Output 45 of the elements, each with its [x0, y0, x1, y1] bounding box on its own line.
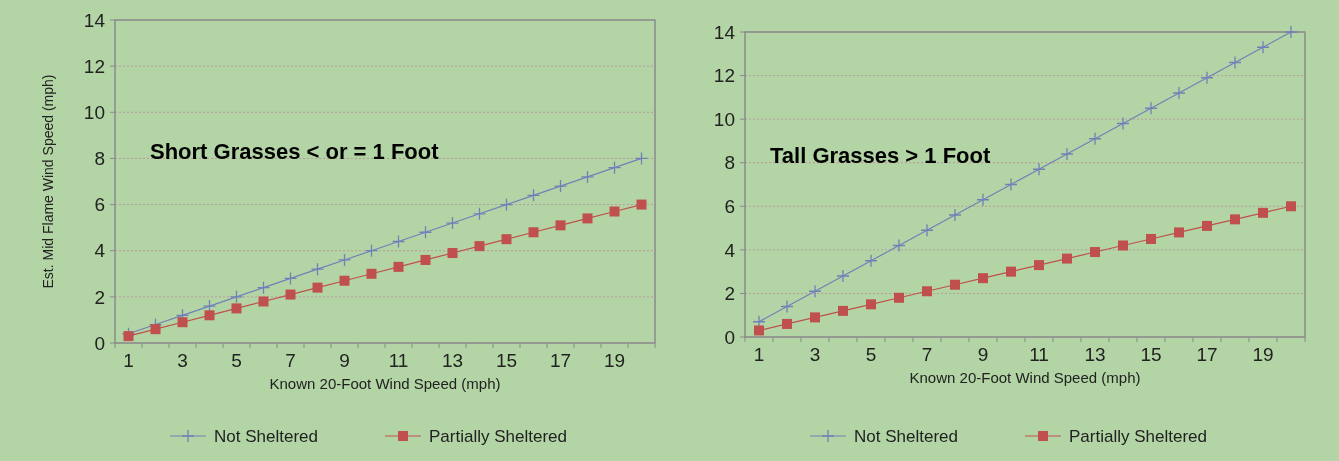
- y-tick-label: 8: [724, 152, 735, 174]
- y-tick-label: 2: [94, 286, 105, 308]
- x-tick-label: 9: [977, 344, 989, 365]
- x-tick-label: 5: [231, 350, 242, 371]
- annotation: Short Grasses < or = 1 Foot: [150, 138, 440, 164]
- x-tick-label: 1: [123, 350, 134, 371]
- legend-label: Partially Sheltered: [429, 426, 567, 446]
- y-tick-label: 2: [724, 283, 735, 305]
- legend-label: Not Sheltered: [854, 426, 958, 446]
- x-tick-label: 15: [1140, 344, 1162, 365]
- x-tick-label: 17: [1196, 344, 1218, 365]
- y-tick-label: 4: [724, 239, 736, 261]
- y-tick-label: 10: [713, 108, 735, 130]
- x-tick-label: 3: [809, 344, 821, 365]
- y-tick-label: 6: [724, 195, 735, 217]
- x-tick-label: 3: [177, 350, 188, 371]
- y-tick-label: 12: [83, 55, 105, 77]
- legend-label: Partially Sheltered: [1069, 426, 1207, 446]
- y-tick-label: 10: [83, 101, 105, 123]
- y-tick-label: 8: [94, 148, 105, 170]
- x-tick-label: 19: [1252, 344, 1274, 365]
- x-tick-label: 17: [549, 350, 572, 371]
- x-tick-label: 15: [495, 350, 518, 371]
- x-tick-label: 19: [603, 350, 626, 371]
- x-tick-label: 11: [1029, 344, 1049, 365]
- annotation: Tall Grasses > 1 Foot: [770, 143, 991, 169]
- x-tick-label: 5: [865, 344, 877, 365]
- y-tick-label: 12: [713, 65, 735, 87]
- x-tick-label: 13: [1084, 344, 1106, 365]
- legend-label: Not Sheltered: [214, 426, 318, 446]
- x-tick-label: 1: [753, 344, 765, 365]
- x-tick-label: 13: [441, 350, 464, 371]
- y-axis-title: Est. Mid Flame Wind Speed (mph): [40, 74, 56, 289]
- x-tick-label: 7: [921, 344, 933, 365]
- y-tick-label: 0: [94, 332, 105, 354]
- y-tick-label: 14: [713, 21, 736, 43]
- x-tick-label: 7: [285, 350, 296, 371]
- x-tick-label: 11: [388, 350, 409, 371]
- y-tick-label: 4: [94, 240, 106, 262]
- y-tick-label: 0: [724, 326, 735, 348]
- x-tick-label: 9: [339, 350, 350, 371]
- x-axis-title: Known 20-Foot Wind Speed (mph): [909, 369, 1141, 386]
- y-tick-label: 14: [83, 9, 106, 31]
- x-axis-title: Known 20-Foot Wind Speed (mph): [269, 375, 501, 392]
- y-tick-label: 6: [94, 194, 105, 216]
